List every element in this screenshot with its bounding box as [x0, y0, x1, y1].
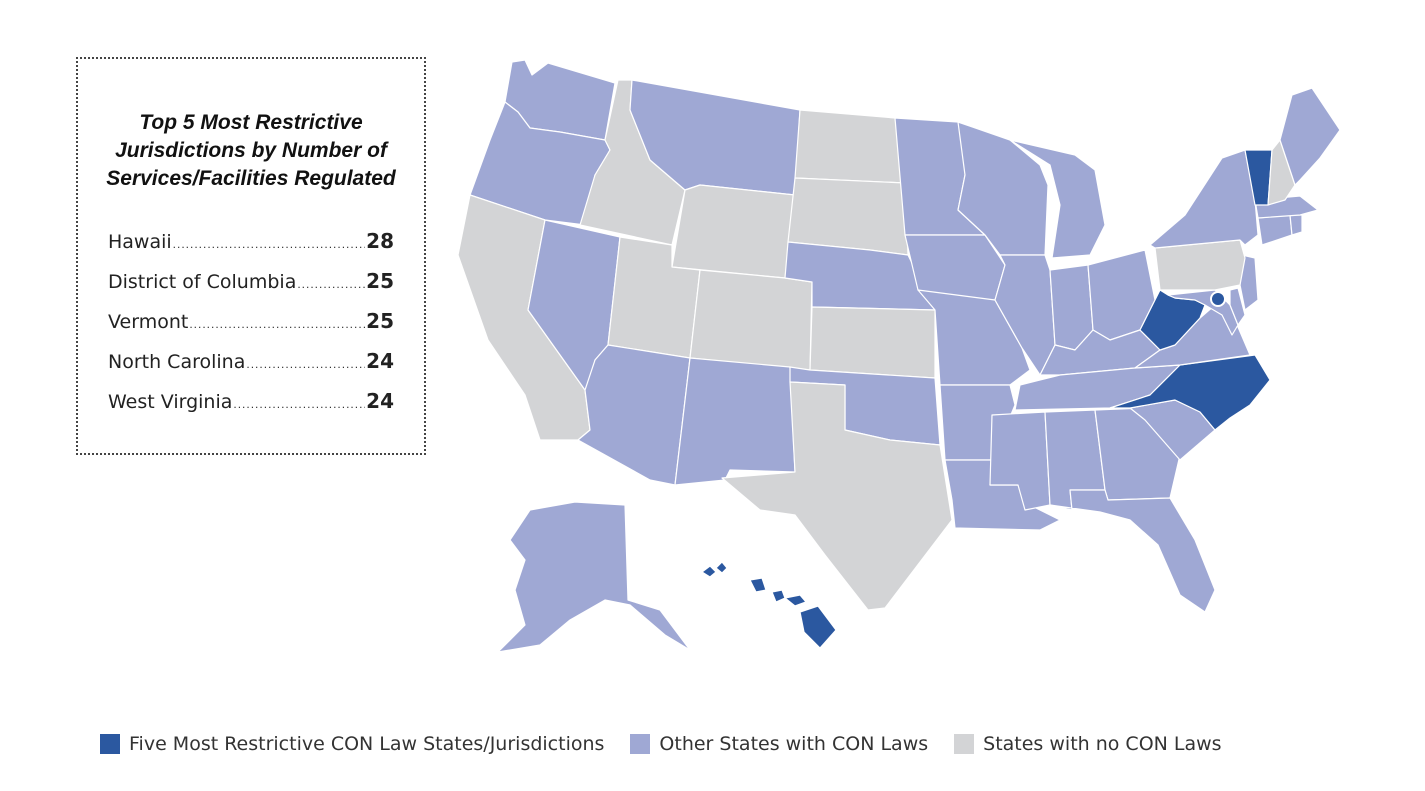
- state-hawaii: [749, 577, 767, 593]
- top-five-box: Top 5 Most Restrictive Jurisdictions by …: [76, 57, 426, 455]
- rank-row: North Carolina 24: [108, 349, 394, 389]
- legend-item-most-restrictive: Five Most Restrictive CON Law States/Jur…: [100, 733, 604, 755]
- state-hawaii: [771, 589, 786, 603]
- state-maine: [1279, 87, 1341, 186]
- us-map: [457, 59, 1341, 653]
- rank-name: Hawaii: [108, 231, 172, 253]
- state-hawaii: [701, 565, 717, 578]
- state-hawaii: [715, 561, 728, 574]
- state-pennsylvania: [1154, 239, 1246, 291]
- leader-dots: [189, 317, 365, 331]
- legend: Five Most Restrictive CON Law States/Jur…: [100, 733, 1248, 755]
- rank-row: Hawaii 28: [108, 229, 394, 269]
- leader-dots: [233, 397, 365, 411]
- rank-name: District of Columbia: [108, 271, 297, 293]
- rank-value: 24: [366, 349, 394, 373]
- rank-row: Vermont 25: [108, 309, 394, 349]
- state-kansas: [809, 306, 936, 379]
- rank-name: Vermont: [108, 311, 189, 333]
- leader-dots: [297, 277, 365, 291]
- legend-swatch: [954, 734, 975, 754]
- legend-item-no-con: States with no CON Laws: [954, 733, 1222, 755]
- legend-item-con-law: Other States with CON Laws: [630, 733, 928, 755]
- state-hawaii: [799, 605, 837, 649]
- legend-swatch: [630, 734, 651, 754]
- state-new-york: [1149, 149, 1259, 249]
- rank-value: 24: [366, 389, 394, 413]
- leader-dots: [173, 237, 365, 251]
- state-colorado: [689, 269, 813, 371]
- state-alaska: [497, 501, 691, 653]
- leader-dots: [246, 357, 365, 371]
- state-delaware: [1229, 287, 1246, 326]
- state-new-hampshire: [1267, 139, 1296, 206]
- rank-value: 25: [366, 269, 394, 293]
- state-north-carolina: [1109, 354, 1271, 431]
- state-north-dakota: [794, 109, 906, 184]
- legend-label: Five Most Restrictive CON Law States/Jur…: [129, 733, 605, 755]
- rank-value: 25: [366, 309, 394, 333]
- rank-name: North Carolina: [108, 351, 246, 373]
- state-arizona: [577, 344, 691, 486]
- state-connecticut: [1257, 214, 1293, 246]
- legend-label: Other States with CON Laws: [659, 733, 929, 755]
- state-rhode-island: [1289, 214, 1303, 236]
- state-michigan: [1009, 139, 1106, 259]
- legend-label: States with no CON Laws: [983, 733, 1222, 755]
- rank-row: District of Columbia 25: [108, 269, 394, 309]
- state-new-mexico: [674, 357, 796, 486]
- state-district-of-columbia: [1210, 291, 1226, 307]
- top-five-title: Top 5 Most Restrictive Jurisdictions by …: [106, 111, 396, 190]
- rank-list: Hawaii 28 District of Columbia 25 Vermon…: [108, 229, 394, 429]
- rank-value: 28: [366, 229, 394, 253]
- state-wyoming: [671, 184, 796, 279]
- state-florida: [1049, 489, 1216, 613]
- state-hawaii: [784, 594, 807, 607]
- legend-swatch: [100, 734, 120, 754]
- rank-name: West Virginia: [108, 391, 233, 413]
- state-texas: [721, 381, 953, 611]
- rank-row: West Virginia 24: [108, 389, 394, 429]
